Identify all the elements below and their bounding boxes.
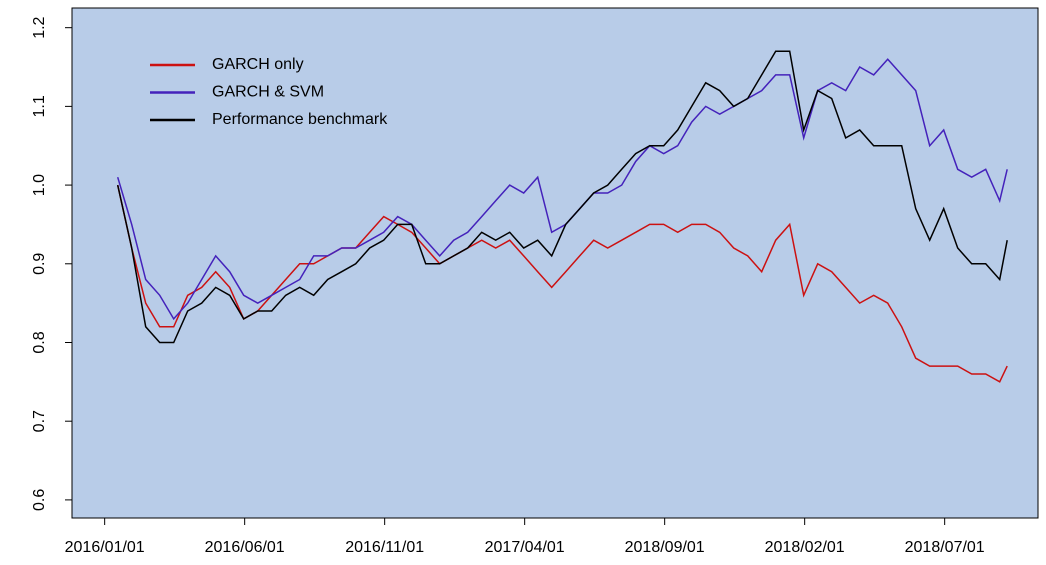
y-tick-label: 1.1	[31, 95, 48, 117]
y-tick-label: 1.0	[31, 174, 48, 196]
legend-label: GARCH & SVM	[212, 84, 324, 101]
x-tick-label: 2018/02/01	[765, 539, 845, 556]
y-tick-label: 0.9	[31, 253, 48, 275]
plot-background	[71, 7, 1039, 519]
legend-label: Performance benchmark	[212, 111, 388, 128]
x-tick-label: 2018/09/01	[625, 539, 705, 556]
y-tick-label: 0.6	[31, 489, 48, 511]
x-tick-label: 2016/01/01	[65, 539, 145, 556]
y-tick-label: 0.8	[31, 331, 48, 353]
series-line	[116, 184, 1008, 383]
x-tick-label: 2016/11/01	[345, 539, 424, 556]
x-tick-label: 2018/07/01	[905, 539, 985, 556]
y-tick-label: 1.2	[31, 16, 48, 38]
y-tick-label: 0.7	[31, 410, 48, 432]
x-tick-label: 2017/04/01	[485, 539, 565, 556]
legend-label: GARCH only	[212, 56, 304, 73]
x-tick-label: 2016/06/01	[205, 539, 285, 556]
series-line	[116, 50, 1008, 344]
